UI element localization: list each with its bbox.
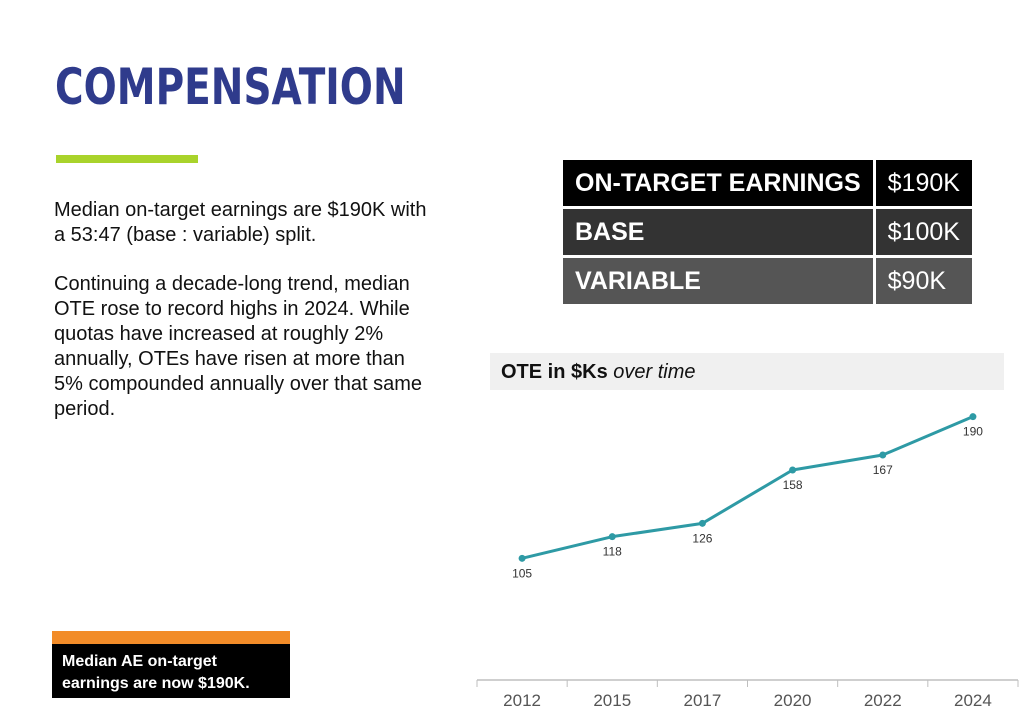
x-tick-label: 2022 (864, 691, 902, 710)
chart-title-italic: over time (613, 361, 696, 383)
x-tick-label: 2017 (684, 691, 722, 710)
table-row-base: BASE $100K (563, 209, 972, 255)
data-label: 118 (603, 545, 622, 559)
summary-paragraph: Median on-target earnings are $190K with… (54, 199, 427, 246)
data-point (698, 519, 706, 527)
series-line (521, 415, 974, 560)
x-tick-label: 2024 (954, 691, 992, 710)
title-accent-bar (56, 155, 198, 163)
data-label: 126 (692, 531, 712, 545)
x-tick-label: 2020 (774, 691, 812, 710)
data-label: 158 (783, 478, 803, 492)
table-value-ote: $190K (875, 160, 972, 206)
data-label: 105 (512, 566, 532, 580)
x-tick-label: 2015 (593, 691, 631, 710)
page-title: COMPENSATION (55, 58, 406, 116)
chart-title: OTE in $Ks over time (490, 353, 1004, 390)
table-label-base: BASE (563, 209, 873, 255)
data-point (608, 533, 616, 541)
x-tick-label: 2012 (503, 691, 541, 710)
trend-paragraph: Continuing a decade-long trend, median O… (54, 273, 423, 420)
ote-breakdown-table: ON-TARGET EARNINGS $190K BASE $100K VARI… (560, 157, 975, 307)
data-point (879, 451, 887, 459)
data-label: 167 (873, 463, 893, 477)
chart-title-bold: OTE in $Ks (501, 361, 608, 383)
table-value-base: $100K (875, 209, 972, 255)
table-row-variable: VARIABLE $90K (563, 258, 972, 304)
ote-line-chart: 105 118 126 158 167 190 2012 2015 2017 2020 2022 20… (476, 413, 1019, 710)
data-point (518, 554, 526, 562)
table-label-ote: ON-TARGET EARNINGS (563, 160, 873, 206)
table-value-variable: $90K (875, 258, 972, 304)
table-label-variable: VARIABLE (563, 258, 873, 304)
callout-accent-bar (52, 631, 290, 644)
data-label: 190 (963, 425, 983, 439)
table-row-ote: ON-TARGET EARNINGS $190K (563, 160, 972, 206)
callout-box: Median AE on-target earnings are now $19… (52, 644, 290, 698)
data-point (789, 466, 797, 474)
data-point (969, 413, 977, 421)
